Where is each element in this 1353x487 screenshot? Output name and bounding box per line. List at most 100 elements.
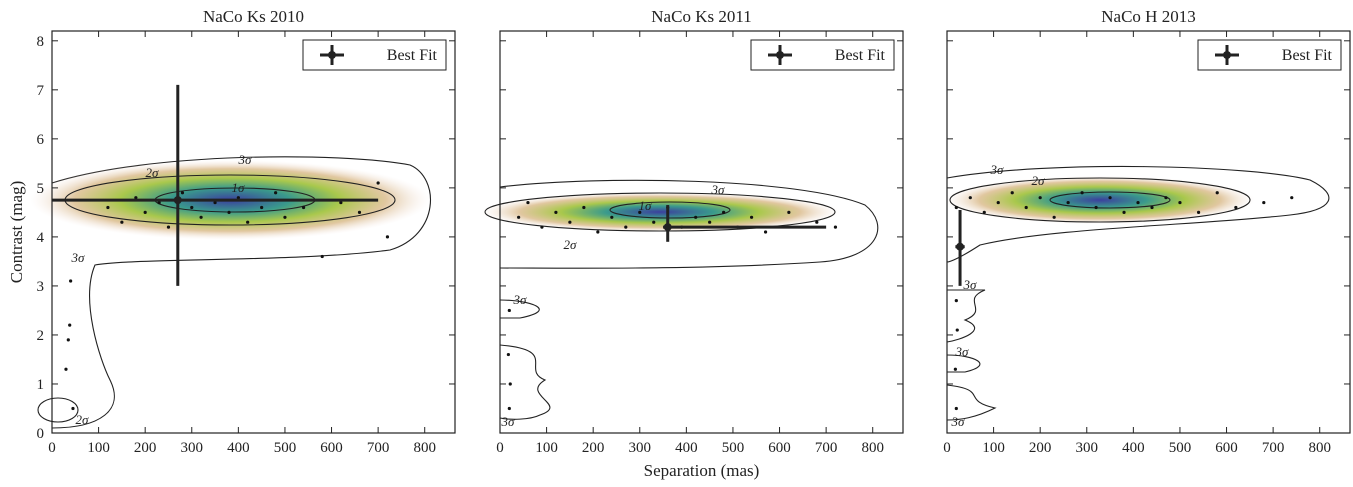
sample-point: [652, 220, 656, 224]
best-fit-marker: [956, 242, 965, 251]
x-tick-label: 600: [768, 440, 791, 456]
contour-label: 3σ: [71, 250, 86, 265]
sample-point: [1052, 215, 1056, 219]
x-tick-label: 700: [367, 440, 390, 456]
sample-point: [610, 215, 614, 219]
contour: [499, 179, 879, 269]
x-tick-label: 300: [1076, 440, 1099, 456]
sample-point: [624, 225, 628, 229]
sample-point: [638, 210, 642, 214]
x-tick-label: 100: [982, 440, 1005, 456]
sample-point: [106, 205, 110, 210]
x-tick-label: 300: [629, 440, 652, 456]
contour-label: 3σ: [990, 162, 1005, 177]
frame: [946, 30, 1351, 434]
x-tick-label: 200: [134, 440, 157, 456]
sample-point: [833, 225, 838, 229]
sample-point: [582, 205, 586, 210]
contour-label: 2σ: [564, 237, 578, 252]
contour-label: 3σ: [951, 414, 966, 429]
frame: [499, 30, 904, 434]
sample-point: [1066, 200, 1070, 205]
contour-label: 3σ: [963, 277, 978, 292]
x-tick-label: 800: [861, 440, 884, 456]
sample-point: [507, 406, 511, 411]
contour-label: 2σ: [146, 165, 160, 180]
best-fit-marker: [663, 223, 672, 232]
legend-symbol: [1223, 51, 1231, 59]
sample-point: [1122, 210, 1126, 214]
sample-point: [1262, 200, 1266, 205]
contour: [946, 165, 1330, 263]
sample-point: [996, 200, 1000, 205]
sample-point: [71, 406, 75, 411]
contour-label: 3σ: [711, 182, 726, 197]
contour-label: 3σ: [513, 292, 528, 307]
sample-point: [64, 367, 68, 371]
sample-point: [596, 230, 600, 234]
contour: [37, 397, 79, 423]
sample-point: [954, 406, 958, 411]
legend-label: Best Fit: [1282, 47, 1333, 64]
sample-point: [66, 338, 70, 342]
x-tick-label: 400: [227, 440, 250, 456]
x-tick-label: 500: [1169, 440, 1192, 456]
sample-point: [1196, 210, 1201, 214]
sample-point: [1010, 191, 1014, 195]
x-tick-label: 700: [815, 440, 838, 456]
sample-point: [787, 210, 791, 214]
y-tick-label: 3: [37, 279, 45, 295]
sample-point: [1164, 196, 1168, 200]
x-axis-label: Separation (mas): [644, 461, 760, 480]
legend-label: Best Fit: [387, 47, 438, 64]
sample-point: [954, 299, 958, 303]
sample-point: [1094, 205, 1098, 210]
sample-point: [1215, 191, 1219, 195]
contour: [1049, 191, 1171, 209]
sample-point: [283, 215, 287, 219]
x-tick-label: 0: [943, 440, 951, 456]
sample-point: [554, 210, 558, 214]
contour: [609, 201, 731, 219]
y-tick-label: 4: [37, 230, 45, 246]
density-layer: [30, 156, 1330, 429]
contour-label: 3σ: [238, 152, 253, 167]
panel-title: NaCo Ks 2011: [651, 7, 751, 26]
x-tick-label: 200: [1029, 440, 1052, 456]
sample-point: [199, 215, 203, 219]
sample-point: [166, 225, 171, 229]
sample-point: [708, 220, 712, 224]
sample-point: [120, 220, 124, 224]
x-tick-label: 600: [320, 440, 343, 456]
sample-point: [953, 367, 957, 371]
sample-point: [1108, 196, 1112, 200]
panel-title: NaCo H 2013: [1101, 7, 1195, 26]
sample-point: [190, 205, 194, 210]
x-tick-label: 0: [48, 440, 56, 456]
sample-point: [180, 191, 185, 195]
contour: [499, 299, 551, 420]
sample-point: [1150, 205, 1154, 210]
y-axis-label: Contrast (mag): [7, 181, 26, 283]
sample-point: [1290, 196, 1294, 200]
x-tick-label: 300: [181, 440, 204, 456]
sample-point: [540, 225, 544, 229]
sample-point: [508, 382, 512, 386]
sample-point: [376, 181, 380, 185]
sample-point: [568, 220, 572, 224]
contour-label: 3σ: [955, 344, 970, 359]
x-tick-label: 400: [675, 440, 698, 456]
sample-point: [134, 196, 138, 200]
sample-point: [385, 235, 390, 239]
panel-title: NaCo Ks 2010: [203, 7, 304, 26]
sample-point: [1234, 205, 1238, 210]
sample-point: [955, 328, 959, 332]
sample-point: [260, 205, 264, 210]
legend-label: Best Fit: [835, 47, 886, 64]
sample-point: [517, 215, 521, 219]
contour-labels: 3σ 2σ 1σ 3σ 2σ 3σ 2σ 1σ 3σ 3σ 3σ 2σ 3σ 3…: [71, 152, 1046, 429]
density: [945, 176, 1255, 224]
contour: [484, 192, 836, 232]
y-tick-label: 7: [37, 83, 45, 99]
x-tick-label: 700: [1262, 440, 1285, 456]
